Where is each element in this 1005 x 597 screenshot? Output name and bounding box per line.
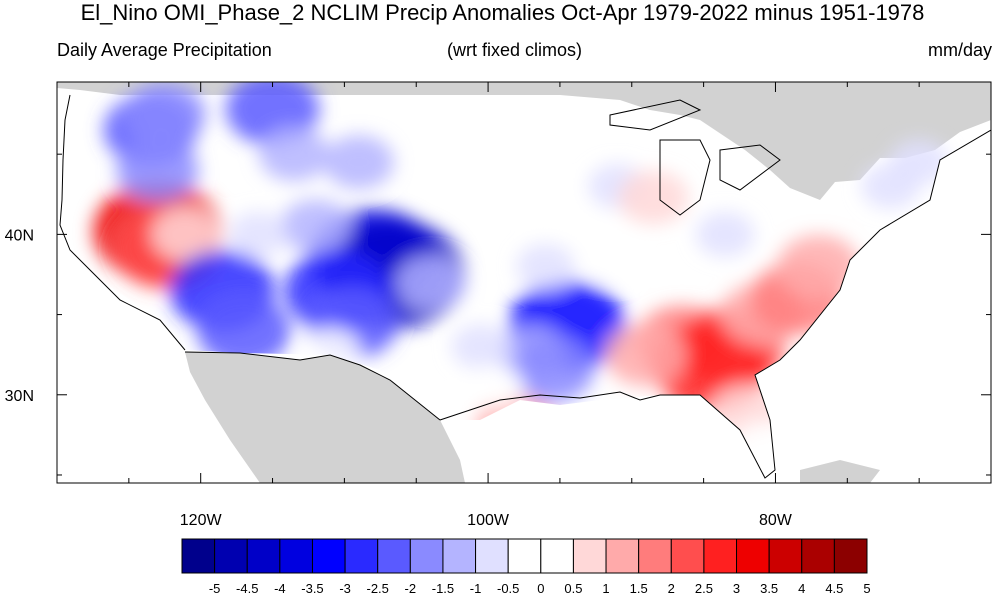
anomaly-blob-22 [516, 243, 575, 289]
colorbar-label: 1.5 [630, 581, 648, 596]
colorbar-box [409, 538, 444, 574]
x-tick-label: 100W [467, 512, 510, 529]
colorbar-label: 2 [668, 581, 675, 596]
mexico-land [185, 352, 465, 483]
colorbar-box [246, 538, 281, 574]
colorbar-box [181, 538, 216, 574]
colorbar-label: 5 [863, 581, 870, 596]
anomaly-blob-41 [695, 211, 755, 257]
colorbar-label: 0.5 [564, 581, 582, 596]
colorbar-box [572, 538, 607, 574]
anomaly-blob-17 [395, 255, 466, 310]
colorbar-box [638, 538, 672, 574]
x-tick-label: 120W [180, 512, 223, 529]
colorbar-box [703, 538, 738, 574]
colorbar-label: -2.5 [367, 581, 389, 596]
colorbar-label: -1 [470, 581, 482, 596]
colorbar-box [801, 538, 835, 574]
colorbar-label: -0.5 [497, 581, 519, 596]
anomaly-field [93, 82, 949, 466]
colorbar-box [344, 538, 379, 574]
anomaly-blob-20 [511, 339, 594, 403]
colorbar-box [736, 538, 770, 574]
x-tick-label: 80W [759, 512, 793, 529]
colorbar-box [311, 538, 346, 574]
anomaly-blob-35 [777, 234, 860, 298]
colorbar-box [670, 538, 705, 574]
colorbar: -5 -4.5 -4 -3.5 -3 -2.5 -2 -1.5 -1 -0.5 0 0.5 1 1.5 2 2… [181, 538, 871, 596]
colorbar-label: 3.5 [760, 581, 778, 596]
anomaly-blob-2 [151, 207, 222, 262]
colorbar-box [768, 538, 803, 574]
cuba-bahamas-land [800, 460, 880, 483]
anomaly-blob-28 [580, 235, 640, 281]
colorbar-label: 3 [733, 581, 740, 596]
colorbar-box [540, 538, 574, 574]
colorbar-label: -1.5 [432, 581, 454, 596]
colorbar-label: -4 [274, 581, 286, 596]
colorbar-box [833, 538, 868, 574]
anomaly-blob-25 [466, 364, 525, 410]
colorbar-label: 0 [537, 581, 544, 596]
map-title: El_Nino OMI_Phase_2 NCLIM Precip Anomali… [80, 0, 925, 25]
canada-land [57, 82, 991, 200]
anomaly-blob-40 [889, 139, 949, 185]
axis-ticks [57, 82, 992, 483]
anomaly-blob-26 [523, 179, 582, 225]
coastlines [59, 94, 991, 479]
colorbar-box [377, 538, 411, 574]
anomaly-blob-10 [323, 135, 394, 190]
colorbar-box [605, 538, 640, 574]
subtitle-units: mm/day [927, 40, 992, 60]
anomaly-blob-7 [197, 294, 291, 367]
y-tick-label: 40N [5, 227, 34, 244]
subtitle-variable: Daily Average Precipitation [57, 40, 272, 60]
colorbar-label: -3 [339, 581, 351, 596]
colorbar-label: -4.5 [236, 581, 258, 596]
anomaly-blob-9 [258, 127, 330, 182]
anomaly-blob-4 [123, 82, 206, 146]
y-tick-label: 30N [5, 388, 34, 405]
anomaly-blob-15 [280, 199, 351, 254]
anomaly-blob-16 [228, 211, 288, 257]
colorbar-box [442, 538, 477, 574]
colorbar-label: -2 [405, 581, 417, 596]
map-panel [57, 82, 991, 483]
colorbar-box [475, 538, 509, 574]
colorbar-label: 4.5 [825, 581, 843, 596]
colorbar-label: 4 [798, 581, 805, 596]
colorbar-box [507, 538, 542, 574]
subtitle-note: (wrt fixed climos) [447, 40, 583, 60]
axis-tick-labels: 120W 100W 80W 40N 30N [5, 227, 793, 529]
colorbar-label: 1 [602, 581, 609, 596]
colorbar-label: -5 [209, 581, 221, 596]
colorbar-label: 2.5 [695, 581, 713, 596]
colorbar-box [214, 538, 248, 574]
map-frame [56, 81, 992, 484]
anomaly-blob-5 [116, 138, 199, 202]
anomaly-blob-32 [605, 323, 688, 387]
anomaly-blob-21 [451, 324, 511, 370]
colorbar-box [279, 538, 313, 574]
colorbar-label: -3.5 [301, 581, 323, 596]
anomaly-blob-27 [618, 170, 689, 225]
